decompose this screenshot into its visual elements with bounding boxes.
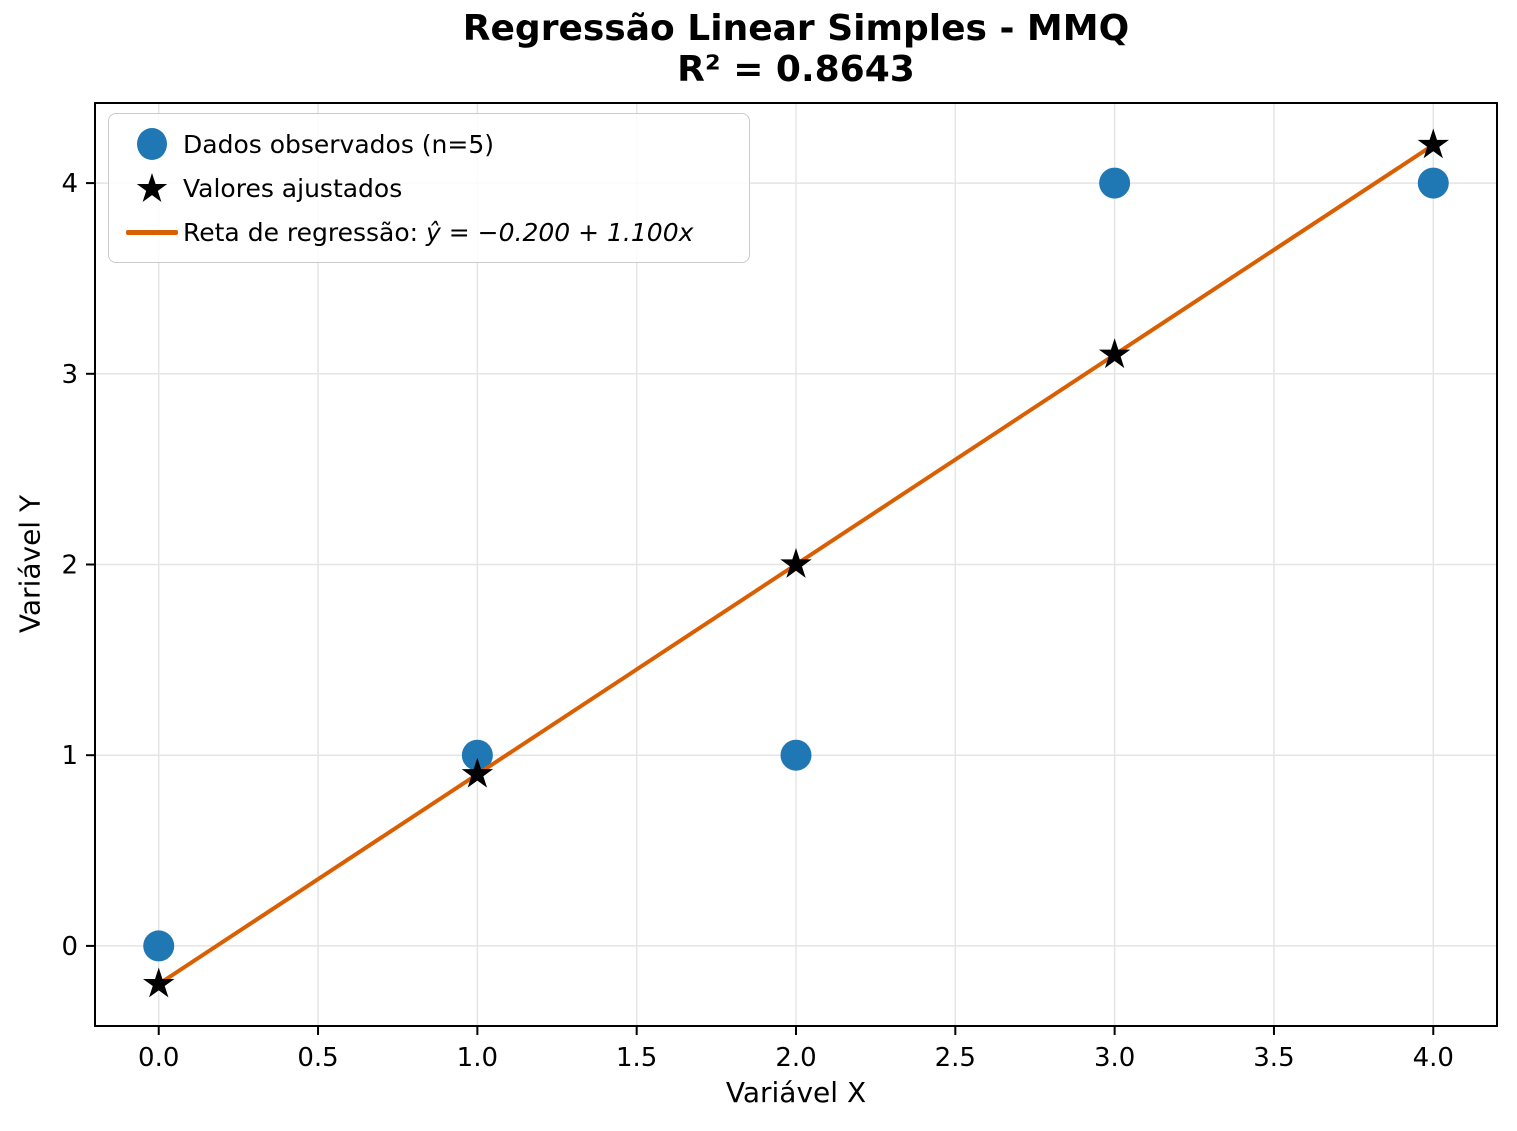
observed-point — [1417, 167, 1449, 199]
regression-equation: ŷ = −0.200 + 1.100x — [426, 217, 694, 247]
x-axis-label: Variável X — [725, 1076, 867, 1109]
fitted-point — [1098, 338, 1131, 369]
legend-label: Dados observados (n=5) — [183, 129, 495, 159]
line-marker-icon — [126, 229, 178, 235]
legend-marker — [121, 170, 183, 206]
legend-marker — [121, 128, 183, 160]
star-marker-icon — [136, 173, 168, 202]
y-tick-label: 4 — [61, 169, 78, 199]
chart-title: Regressão Linear Simples - MMQ — [462, 8, 1130, 49]
fitted-point — [780, 548, 812, 578]
y-axis-label: Variável Y — [13, 494, 47, 634]
chart-title-block: Regressão Linear Simples - MMQ R² = 0.86… — [95, 8, 1497, 90]
legend-item-fitted: Valores ajustados — [121, 166, 737, 210]
observed-point — [461, 739, 493, 771]
observed-point — [1099, 167, 1131, 199]
x-tick-label: 1.5 — [616, 1043, 657, 1073]
fitted-point — [143, 967, 175, 998]
y-tick-label: 3 — [61, 360, 78, 390]
circle-marker-icon — [137, 128, 167, 160]
legend: Dados observados (n=5) Valores ajustados… — [108, 113, 750, 263]
observed-point — [143, 930, 175, 962]
x-tick-label: 1.0 — [457, 1043, 498, 1073]
legend-marker — [121, 229, 183, 235]
x-tick-label: 2.5 — [935, 1043, 976, 1073]
y-tick-label: 0 — [61, 932, 78, 962]
x-tick-label: 0.5 — [297, 1043, 338, 1073]
x-tick-label: 2.0 — [775, 1043, 816, 1073]
y-tick-label: 1 — [61, 741, 78, 771]
legend-item-observed: Dados observados (n=5) — [121, 122, 737, 166]
chart-subtitle: R² = 0.8643 — [677, 49, 915, 90]
observed-point — [780, 739, 812, 771]
legend-label: Reta de regressão: ŷ = −0.200 + 1.100x — [183, 217, 694, 247]
legend-item-regression: Reta de regressão: ŷ = −0.200 + 1.100x — [121, 210, 737, 254]
x-tick-label: 0.0 — [138, 1043, 179, 1073]
fitted-point — [461, 757, 494, 788]
y-tick-label: 2 — [61, 551, 78, 581]
x-tick-label: 3.0 — [1094, 1043, 1135, 1073]
x-tick-label: 3.5 — [1253, 1043, 1294, 1073]
x-tick-label: 4.0 — [1413, 1043, 1454, 1073]
legend-label: Valores ajustados — [183, 173, 403, 203]
fitted-point — [1417, 128, 1449, 159]
